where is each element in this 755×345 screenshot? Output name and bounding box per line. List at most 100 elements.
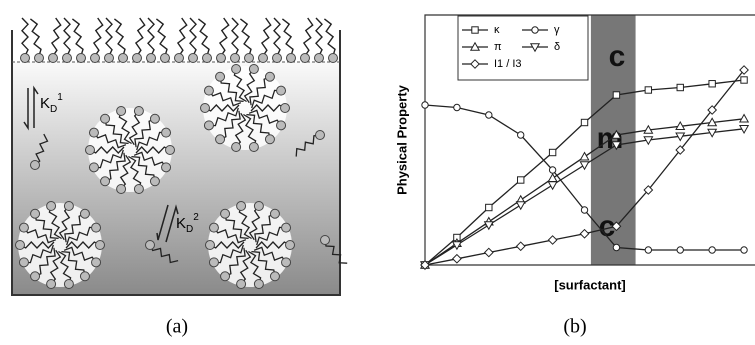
tail [243, 68, 256, 104]
head-group [62, 53, 72, 63]
tail [64, 213, 86, 243]
monomer [295, 130, 325, 157]
marker [738, 125, 750, 134]
head-group [244, 53, 254, 63]
marker [675, 145, 686, 155]
tail [48, 205, 62, 240]
tail [218, 17, 230, 57]
marker [579, 151, 590, 161]
tail [134, 17, 146, 57]
tail [29, 18, 42, 57]
tail [133, 151, 167, 168]
tail [155, 18, 168, 57]
series-line [424, 118, 745, 266]
head-group [202, 53, 212, 63]
head-group [63, 278, 74, 289]
caption: (a) [166, 316, 188, 338]
legend-label: κ [494, 24, 500, 36]
marker [421, 101, 429, 109]
micelle [205, 201, 295, 289]
series-line [424, 128, 745, 266]
head-group [285, 240, 295, 250]
marker [471, 26, 479, 34]
tail [66, 226, 97, 246]
head-group [30, 208, 41, 219]
marker [485, 111, 493, 119]
tail [128, 110, 141, 146]
head-group [272, 53, 282, 63]
legend-label: δ [554, 41, 560, 53]
head-group [95, 240, 105, 250]
head-group [269, 208, 280, 219]
micelle-halo [203, 66, 287, 150]
marker [676, 246, 684, 254]
head-group [314, 53, 324, 63]
head-group [100, 176, 111, 187]
head-group [149, 176, 160, 187]
marker [547, 173, 558, 182]
head-group [76, 53, 86, 63]
micelle-halo [208, 203, 292, 287]
micelle [15, 201, 105, 289]
legend-box [457, 15, 589, 81]
surface-monolayer [20, 17, 338, 63]
tail [65, 241, 101, 249]
marker [676, 83, 684, 92]
tail [89, 146, 125, 154]
tail [176, 17, 188, 57]
series [421, 101, 748, 254]
head-group [281, 257, 292, 268]
head-group [230, 53, 240, 63]
tail [260, 17, 272, 57]
marker [579, 228, 590, 239]
head-group [149, 113, 160, 124]
tail [128, 155, 142, 190]
tail [92, 17, 104, 57]
marker [643, 185, 654, 195]
marker [707, 117, 718, 127]
tail [243, 113, 257, 148]
head-group [15, 240, 25, 250]
micelle [85, 106, 175, 194]
head-group [276, 120, 287, 131]
head-group [315, 130, 325, 140]
tail [233, 68, 247, 103]
tail [254, 213, 276, 243]
head-group [63, 201, 74, 212]
marker [612, 243, 621, 252]
tail [249, 76, 271, 106]
head-group [220, 208, 231, 219]
head-group [116, 183, 127, 194]
head-group [208, 257, 219, 268]
head-group [253, 278, 264, 289]
marker [515, 241, 526, 252]
monomer [320, 235, 348, 264]
head-group [132, 53, 142, 63]
head-group [269, 271, 280, 282]
head-group [276, 85, 287, 96]
tail [113, 18, 126, 57]
marker [580, 206, 589, 214]
head-group [100, 113, 111, 124]
tail [204, 104, 240, 112]
tail [63, 17, 71, 57]
head-group [161, 162, 172, 173]
marker [517, 176, 525, 184]
head-group [160, 53, 170, 63]
marker [643, 136, 654, 146]
head-group [18, 222, 29, 233]
marker [420, 260, 430, 270]
x-axis-label: [surfactant] [554, 277, 626, 292]
head-group [253, 201, 264, 212]
marker [483, 247, 494, 258]
marker [707, 105, 718, 115]
head-group [79, 271, 90, 282]
tail [219, 76, 244, 103]
series [419, 125, 750, 271]
plot-frame [424, 14, 755, 266]
head-group [264, 71, 275, 82]
tail [19, 241, 55, 249]
head-group [165, 145, 175, 155]
legend: κ γ π δ I1 / I3 [457, 15, 589, 81]
